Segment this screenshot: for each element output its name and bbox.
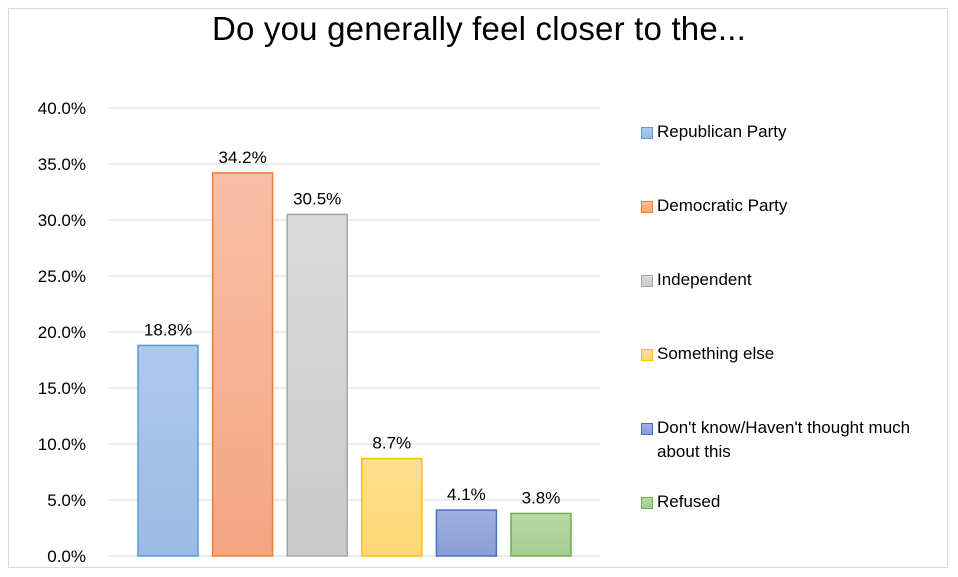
bar-1 xyxy=(137,344,199,557)
bar-2 xyxy=(211,172,274,557)
y-tick-label: 15.0% xyxy=(38,379,86,398)
legend-swatch xyxy=(641,127,653,139)
legend-item: Something else xyxy=(641,342,951,366)
legend-label: Democratic Party xyxy=(657,196,788,215)
legend-swatch xyxy=(641,349,653,361)
legend-item: Don't know/Haven't thought much about th… xyxy=(641,416,951,464)
bar-5 xyxy=(435,509,498,557)
legend-label: Refused xyxy=(657,492,721,511)
bar-3 xyxy=(286,213,348,557)
legend-item: Independent xyxy=(641,268,951,292)
legend-swatch xyxy=(641,201,653,213)
data-label: 18.8% xyxy=(144,320,192,339)
bar-4 xyxy=(361,457,423,557)
legend-label: Don't know/Haven't thought much about th… xyxy=(657,418,911,461)
legend-label: Independent xyxy=(657,270,752,289)
legend-label: Something else xyxy=(657,344,775,363)
legend-item: Democratic Party xyxy=(641,194,951,218)
y-tick-label: 10.0% xyxy=(38,435,86,454)
legend-item: Republican Party xyxy=(641,120,951,144)
data-label: 34.2% xyxy=(218,148,266,167)
bar-6 xyxy=(510,512,572,557)
legend-swatch xyxy=(641,497,653,509)
data-label: 8.7% xyxy=(372,434,411,453)
data-label: 30.5% xyxy=(293,189,341,208)
data-label: 3.8% xyxy=(522,488,561,507)
legend-swatch xyxy=(641,423,653,435)
y-tick-label: 0.0% xyxy=(47,547,86,566)
chart-title: Do you generally feel closer to the... xyxy=(211,10,747,47)
y-tick-label: 25.0% xyxy=(38,267,86,286)
y-tick-label: 20.0% xyxy=(38,323,86,342)
y-tick-label: 30.0% xyxy=(38,211,86,230)
legend-swatch xyxy=(641,275,653,287)
legend-label: Republican Party xyxy=(657,122,787,141)
y-tick-label: 40.0% xyxy=(38,99,86,118)
data-label: 4.1% xyxy=(447,485,486,504)
y-tick-label: 35.0% xyxy=(38,155,86,174)
y-tick-label: 5.0% xyxy=(47,491,86,510)
legend-item: Refused xyxy=(641,490,951,514)
